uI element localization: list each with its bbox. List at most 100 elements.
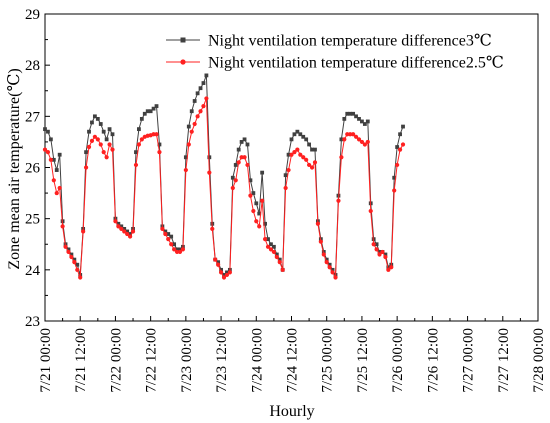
data-point	[72, 257, 77, 262]
data-point	[122, 227, 127, 231]
series-0	[43, 73, 405, 277]
legend-label-1: Night ventilation temperature difference…	[208, 55, 504, 72]
data-point	[277, 260, 282, 265]
x-tick-label: 7/27 00:00	[461, 328, 477, 393]
data-point	[330, 270, 335, 275]
data-point	[207, 155, 212, 160]
x-tick-label: 7/24 12:00	[285, 328, 301, 393]
data-point	[301, 134, 306, 139]
data-point	[137, 127, 141, 132]
data-point	[92, 134, 97, 139]
data-point	[224, 272, 230, 278]
data-point	[222, 273, 226, 277]
data-point	[248, 193, 253, 198]
data-point	[359, 139, 365, 145]
data-point	[54, 190, 59, 196]
data-point	[324, 260, 329, 265]
data-point	[166, 232, 171, 236]
data-point	[295, 129, 300, 134]
data-point	[386, 267, 391, 272]
data-point	[333, 275, 338, 280]
data-point	[175, 247, 179, 252]
data-point	[266, 237, 270, 242]
data-point	[304, 157, 309, 162]
data-point	[139, 116, 144, 121]
data-point	[221, 275, 227, 280]
data-point	[180, 247, 186, 252]
data-point	[395, 162, 400, 168]
data-point	[269, 242, 273, 247]
data-point	[101, 129, 106, 134]
data-point	[72, 260, 77, 265]
data-point	[166, 237, 171, 242]
x-axis-title: Hourly	[269, 403, 314, 420]
data-point	[257, 211, 262, 216]
data-point	[57, 185, 62, 191]
data-point	[186, 142, 191, 147]
data-point	[260, 198, 265, 203]
data-point	[230, 175, 235, 180]
data-point	[89, 138, 95, 143]
data-point	[163, 231, 168, 237]
data-point	[377, 250, 382, 254]
data-point	[154, 132, 159, 137]
data-point	[134, 150, 138, 155]
data-point	[286, 167, 291, 173]
data-point	[362, 122, 367, 126]
data-point	[377, 252, 382, 257]
data-point	[201, 81, 206, 85]
series-1	[42, 96, 406, 280]
data-point	[178, 247, 182, 252]
data-point	[157, 142, 162, 147]
data-point	[90, 120, 94, 125]
y-axis: 23 24 25 26 27 28 29	[25, 7, 50, 330]
legend-label-0: Night ventilation temperature difference…	[208, 33, 492, 50]
data-point	[401, 124, 405, 129]
y-axis-title: Zone mean air temperature(℃)	[6, 68, 23, 269]
data-point	[69, 252, 74, 257]
data-point	[397, 147, 403, 152]
data-point	[321, 252, 326, 257]
data-point	[309, 165, 315, 170]
data-point	[48, 157, 53, 162]
data-point	[354, 114, 358, 119]
data-point	[151, 132, 156, 137]
data-point	[107, 142, 112, 147]
data-point	[342, 137, 347, 142]
data-point	[218, 270, 224, 275]
data-point	[104, 137, 109, 142]
data-point	[392, 188, 397, 193]
legend: Night ventilation temperature difference…	[166, 33, 504, 72]
data-point	[192, 121, 197, 127]
x-tick-label: 7/21 12:00	[73, 328, 89, 393]
data-point	[172, 247, 177, 252]
x-tick-label: 7/26 00:00	[390, 328, 406, 393]
data-point	[271, 244, 276, 249]
data-point	[348, 132, 353, 137]
data-point	[310, 147, 314, 152]
data-point	[351, 132, 356, 137]
data-point	[116, 221, 121, 226]
data-point	[63, 244, 68, 249]
data-point	[271, 249, 276, 255]
data-point	[128, 234, 133, 239]
data-point	[301, 155, 306, 160]
data-point	[98, 122, 103, 126]
data-point	[239, 140, 244, 144]
data-point	[48, 137, 53, 142]
data-point	[86, 144, 92, 150]
data-point	[313, 147, 317, 152]
data-point	[321, 250, 326, 254]
data-point	[133, 162, 139, 168]
data-point	[230, 185, 235, 191]
data-point	[95, 137, 100, 142]
data-point	[169, 234, 174, 239]
data-point	[42, 147, 48, 152]
data-point	[198, 109, 203, 114]
data-point	[392, 175, 397, 180]
data-point	[283, 185, 288, 191]
data-point	[254, 219, 259, 224]
data-point	[198, 86, 203, 91]
data-point	[213, 257, 218, 262]
